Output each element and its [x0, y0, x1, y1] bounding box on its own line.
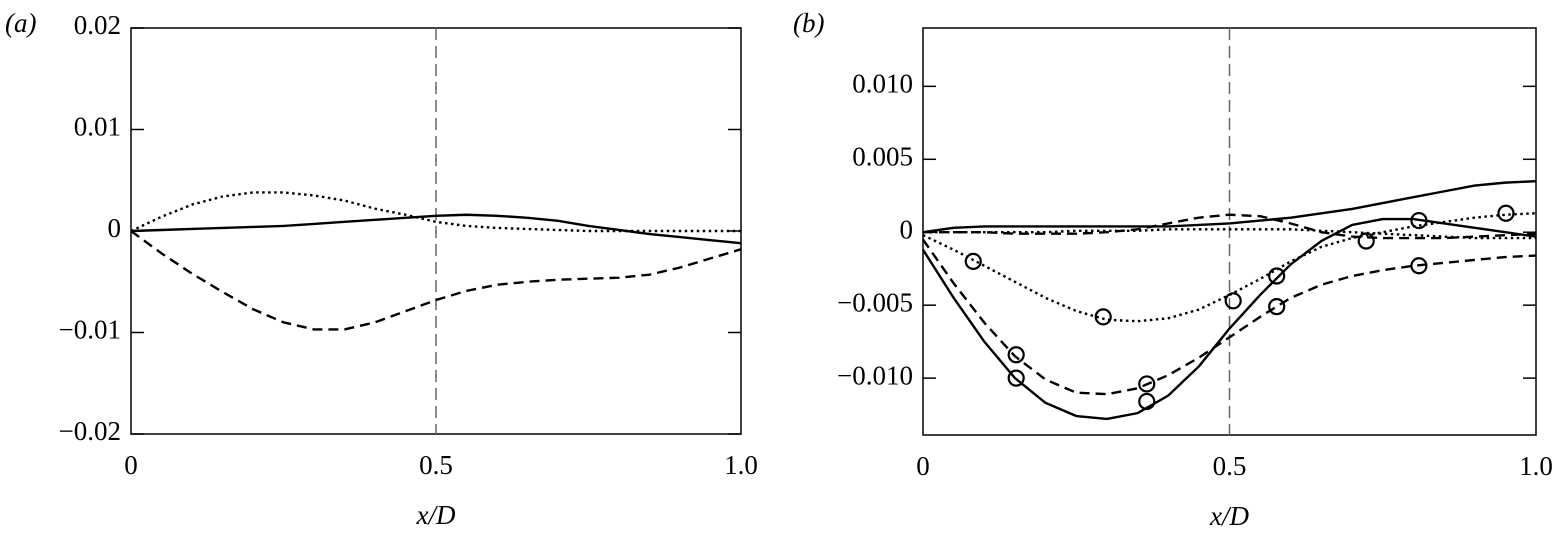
data-line: [130, 191, 741, 233]
y-tick-label: 0: [108, 213, 122, 243]
data-line: [923, 228, 1536, 240]
x-tick-label: 1.0: [1519, 451, 1553, 481]
data-point: [964, 252, 982, 271]
data-point: [1007, 346, 1025, 364]
data-point: [1094, 308, 1112, 326]
x-axis-label: x/D: [1209, 501, 1249, 531]
x-tick-label: 0: [916, 451, 930, 481]
data-point: [1138, 392, 1156, 411]
x-tick-label: 1.0: [724, 450, 758, 480]
y-tick-label: 0: [900, 214, 914, 244]
x-axis-label: x/D: [416, 500, 456, 530]
panel-label: (a): [5, 8, 36, 38]
y-tick-label: −0.01: [59, 315, 121, 345]
data-line: [922, 238, 1537, 396]
y-tick-label: −0.010: [837, 360, 913, 390]
y-tick-label: 0.02: [74, 10, 121, 40]
y-tick-label: 0.005: [852, 141, 913, 171]
data-line: [921, 217, 1537, 421]
x-tick-label: 0: [124, 450, 138, 480]
panel-label: (b): [793, 8, 824, 38]
data-point: [1268, 298, 1286, 316]
data-point: [1224, 292, 1242, 310]
data-line: [923, 213, 1537, 240]
data-point: [1268, 267, 1286, 285]
x-tick-label: 0.5: [1213, 451, 1247, 481]
data-point: [1410, 257, 1428, 275]
data-point: [1357, 232, 1375, 250]
data-point: [1138, 375, 1156, 393]
y-tick-label: 0.01: [74, 112, 121, 142]
y-tick-label: 0.010: [852, 69, 913, 99]
data-point: [1007, 369, 1025, 387]
y-tick-label: −0.005: [837, 287, 913, 317]
x-tick-label: 0.5: [419, 450, 453, 480]
y-tick-label: −0.02: [59, 416, 121, 446]
data-line: [130, 230, 742, 331]
data-point: [1410, 211, 1428, 230]
data-line: [922, 179, 1537, 234]
data-line: [130, 213, 742, 245]
data-point: [1497, 204, 1515, 222]
